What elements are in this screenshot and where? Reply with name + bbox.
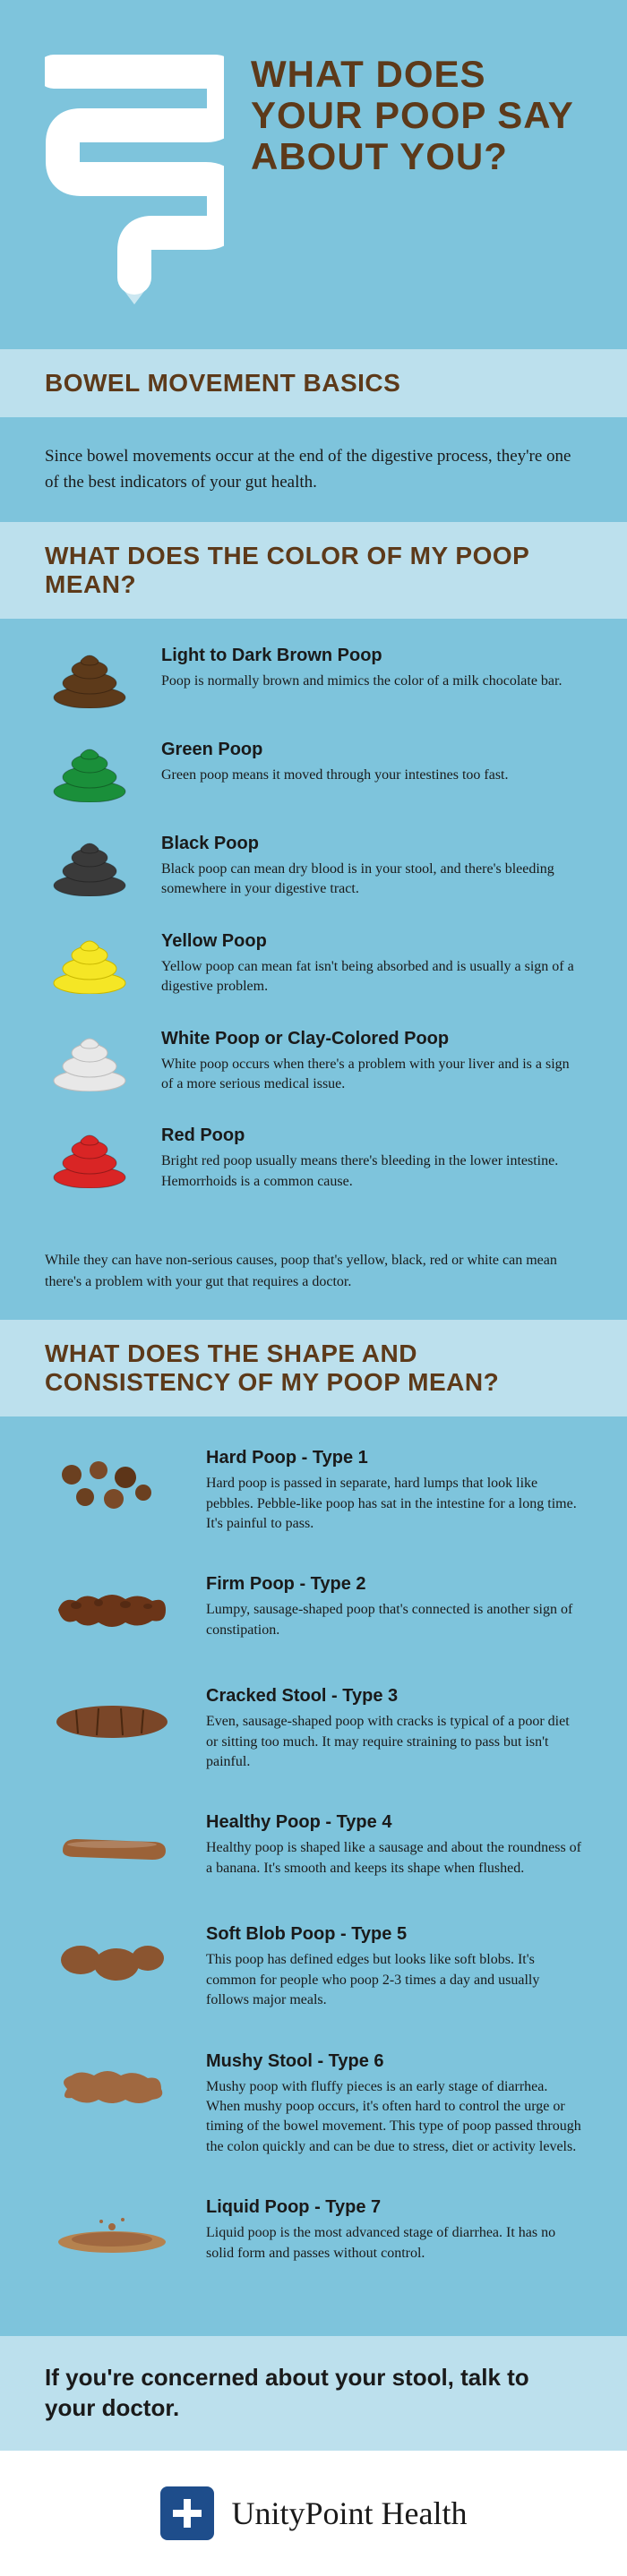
intestine-icon xyxy=(45,54,224,304)
color-item: Green Poop Green poop means it moved thro… xyxy=(45,740,582,802)
shape-item: Hard Poop - Type 1 Hard poop is passed in… xyxy=(45,1448,582,1534)
stool-type-icon xyxy=(45,1448,179,1519)
poop-swirl-icon xyxy=(45,834,134,896)
color-item: Yellow Poop Yellow poop can mean fat isn'… xyxy=(45,931,582,997)
color-item: White Poop or Clay-Colored Poop White poo… xyxy=(45,1029,582,1095)
shape-item-desc: This poop has defined edges but looks li… xyxy=(206,1950,582,2010)
poop-swirl-icon xyxy=(45,1029,134,1091)
color-list: Light to Dark Brown Poop Poop is normally… xyxy=(0,619,627,1241)
shape-item: Healthy Poop - Type 4 Healthy poop is sha… xyxy=(45,1812,582,1884)
color-item-text: Yellow Poop Yellow poop can mean fat isn'… xyxy=(161,931,582,997)
shape-item-desc: Mushy poop with fluffy pieces is an earl… xyxy=(206,2077,582,2158)
color-item-text: Red Poop Bright red poop usually means th… xyxy=(161,1125,582,1192)
conclusion-bar: If you're concerned about your stool, ta… xyxy=(0,2336,627,2451)
shape-item: Liquid Poop - Type 7 Liquid poop is the m… xyxy=(45,2197,582,2269)
color-item-text: Green Poop Green poop means it moved thro… xyxy=(161,740,508,785)
shape-item-desc: Hard poop is passed in separate, hard lu… xyxy=(206,1474,582,1534)
shape-item-title: Mushy Stool - Type 6 xyxy=(206,2051,582,2072)
section-basics-bar: BOWEL MOVEMENT BASICS xyxy=(0,349,627,417)
shape-item-title: Cracked Stool - Type 3 xyxy=(206,1686,582,1707)
shape-item: Firm Poop - Type 2 Lumpy, sausage-shaped … xyxy=(45,1574,582,1646)
conclusion-text: If you're concerned about your stool, ta… xyxy=(45,2363,582,2424)
section-color-bar: WHAT DOES THE COLOR OF MY POOP MEAN? xyxy=(0,522,627,619)
shape-item-text: Cracked Stool - Type 3 Even, sausage-shap… xyxy=(206,1686,582,1772)
color-item-title: Light to Dark Brown Poop xyxy=(161,646,562,666)
main-title: WHAT DOES YOUR POOP SAY ABOUT YOU? xyxy=(251,54,582,178)
color-item-text: Light to Dark Brown Poop Poop is normally… xyxy=(161,646,562,691)
shape-item-text: Liquid Poop - Type 7 Liquid poop is the m… xyxy=(206,2197,582,2264)
basics-intro: Since bowel movements occur at the end o… xyxy=(0,417,627,522)
shape-item-title: Liquid Poop - Type 7 xyxy=(206,2197,582,2218)
color-item-desc: Black poop can mean dry blood is in your… xyxy=(161,860,582,900)
basics-heading: BOWEL MOVEMENT BASICS xyxy=(45,369,582,398)
color-item: Black Poop Black poop can mean dry blood … xyxy=(45,834,582,900)
color-item-title: Green Poop xyxy=(161,740,508,760)
color-item-text: Black Poop Black poop can mean dry blood … xyxy=(161,834,582,900)
shape-item-desc: Even, sausage-shaped poop with cracks is… xyxy=(206,1712,582,1772)
poop-swirl-icon xyxy=(45,1125,134,1188)
color-item-title: Yellow Poop xyxy=(161,931,582,952)
shape-item-title: Hard Poop - Type 1 xyxy=(206,1448,582,1468)
header: WHAT DOES YOUR POOP SAY ABOUT YOU? xyxy=(0,0,627,349)
shape-item: Cracked Stool - Type 3 Even, sausage-shap… xyxy=(45,1686,582,1772)
color-item-title: White Poop or Clay-Colored Poop xyxy=(161,1029,582,1049)
poop-swirl-icon xyxy=(45,740,134,802)
footer: UnityPoint Health xyxy=(0,2451,627,2576)
shape-item-desc: Lumpy, sausage-shaped poop that's connec… xyxy=(206,1600,582,1640)
color-item-desc: Yellow poop can mean fat isn't being abs… xyxy=(161,957,582,997)
section-shape-bar: WHAT DOES THE SHAPE AND CONSISTENCY OF M… xyxy=(0,1320,627,1416)
shape-item-text: Hard Poop - Type 1 Hard poop is passed in… xyxy=(206,1448,582,1534)
shape-item: Soft Blob Poop - Type 5 This poop has def… xyxy=(45,1924,582,2010)
stool-type-icon xyxy=(45,1686,179,1758)
shape-item: Mushy Stool - Type 6 Mushy poop with fluf… xyxy=(45,2051,582,2158)
color-note: While they can have non-serious causes, … xyxy=(0,1241,627,1320)
color-item-text: White Poop or Clay-Colored Poop White poo… xyxy=(161,1029,582,1095)
stool-type-icon xyxy=(45,2051,179,2123)
logo-icon xyxy=(160,2486,214,2540)
color-item: Light to Dark Brown Poop Poop is normally… xyxy=(45,646,582,708)
shape-item-title: Soft Blob Poop - Type 5 xyxy=(206,1924,582,1945)
color-item-desc: Poop is normally brown and mimics the co… xyxy=(161,672,562,691)
shape-item-title: Firm Poop - Type 2 xyxy=(206,1574,582,1595)
color-item: Red Poop Bright red poop usually means th… xyxy=(45,1125,582,1192)
poop-swirl-icon xyxy=(45,646,134,708)
stool-type-icon xyxy=(45,1924,179,1996)
color-item-desc: Green poop means it moved through your i… xyxy=(161,766,508,785)
color-item-desc: Bright red poop usually means there's bl… xyxy=(161,1151,582,1192)
shape-heading: WHAT DOES THE SHAPE AND CONSISTENCY OF M… xyxy=(45,1339,582,1397)
color-item-title: Black Poop xyxy=(161,834,582,854)
shape-item-text: Healthy Poop - Type 4 Healthy poop is sha… xyxy=(206,1812,582,1879)
shape-item-desc: Liquid poop is the most advanced stage o… xyxy=(206,2223,582,2264)
shape-item-text: Soft Blob Poop - Type 5 This poop has def… xyxy=(206,1924,582,2010)
shape-item-text: Mushy Stool - Type 6 Mushy poop with fluf… xyxy=(206,2051,582,2158)
color-item-title: Red Poop xyxy=(161,1125,582,1146)
color-item-desc: White poop occurs when there's a problem… xyxy=(161,1055,582,1095)
shape-item-title: Healthy Poop - Type 4 xyxy=(206,1812,582,1833)
stool-type-icon xyxy=(45,1812,179,1884)
brand-name: UnityPoint Health xyxy=(232,2495,468,2532)
shape-item-desc: Healthy poop is shaped like a sausage an… xyxy=(206,1838,582,1879)
stool-type-icon xyxy=(45,1574,179,1646)
shape-item-text: Firm Poop - Type 2 Lumpy, sausage-shaped … xyxy=(206,1574,582,1640)
stool-type-icon xyxy=(45,2197,179,2269)
poop-swirl-icon xyxy=(45,931,134,994)
shape-list: Hard Poop - Type 1 Hard poop is passed in… xyxy=(0,1416,627,2336)
color-heading: WHAT DOES THE COLOR OF MY POOP MEAN? xyxy=(45,542,582,599)
